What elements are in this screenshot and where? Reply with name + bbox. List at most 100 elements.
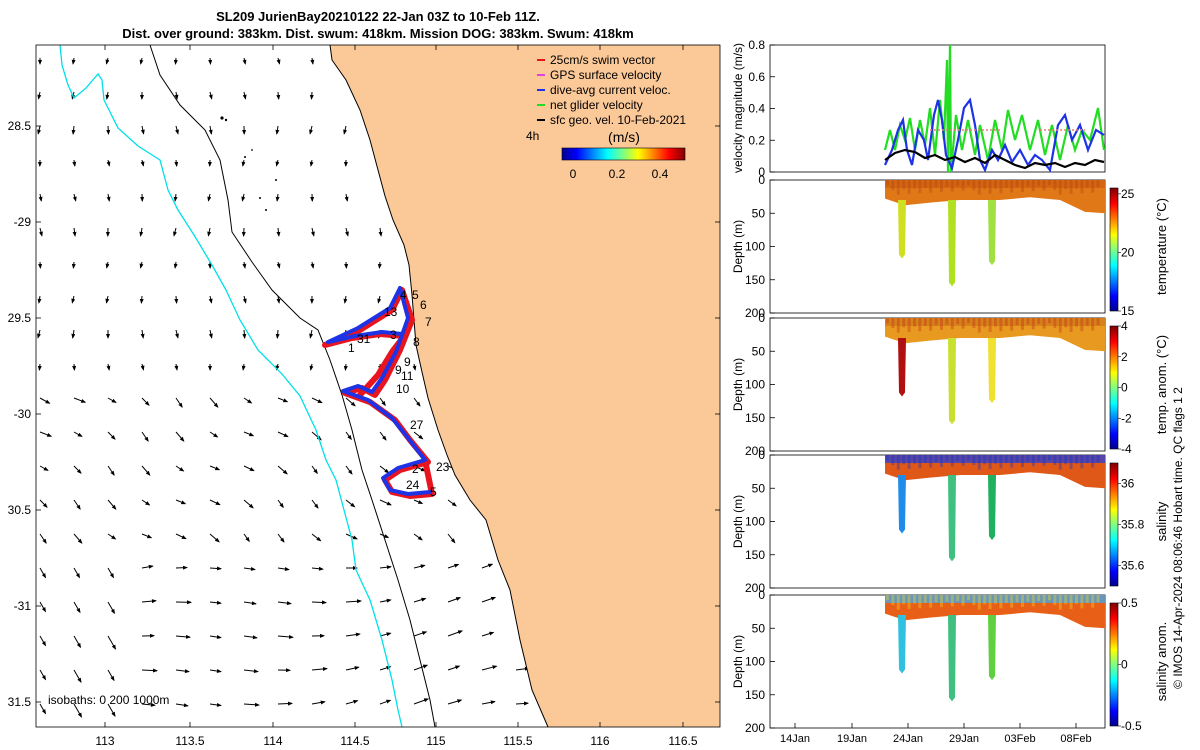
current-vector-arrow (243, 702, 260, 707)
current-vector-arrow (141, 599, 157, 604)
section-texture (983, 595, 987, 605)
section-texture (896, 180, 900, 195)
depth-tick-label: 100 (745, 515, 765, 529)
current-vector-arrow (243, 669, 259, 674)
map-x-tick-label: 115.5 (503, 734, 532, 748)
section-texture (994, 595, 997, 604)
section-texture (1004, 455, 1008, 463)
colorbar-label: temperature (°C) (1154, 198, 1169, 295)
section-texture (1053, 318, 1057, 328)
section-texture (1031, 455, 1035, 467)
section-texture (1085, 318, 1089, 326)
current-vector-arrow (141, 533, 153, 539)
current-vector-arrow (243, 397, 253, 404)
section-texture (967, 455, 970, 461)
current-vector-arrow (242, 295, 247, 304)
section-texture (1069, 318, 1073, 332)
section-texture (1042, 318, 1046, 329)
depth-tick-label: 0 (758, 448, 765, 462)
section-texture (1069, 595, 1073, 609)
section-axes (769, 317, 1106, 452)
track-label: 7 (425, 315, 432, 329)
current-vector-arrow (481, 563, 494, 569)
map-x-tick-label: 113.5 (175, 734, 204, 748)
section-texture (896, 595, 900, 610)
current-vector-arrow (275, 159, 280, 167)
current-vector-arrow (209, 465, 221, 471)
section-axes (769, 594, 1106, 729)
current-vector-arrow (73, 601, 81, 614)
current-vector-arrow (447, 597, 462, 603)
current-vector-arrow (481, 596, 497, 603)
section-texture (972, 455, 976, 465)
sfc-geo-velocity-trace (884, 148, 1105, 170)
current-vector-arrow (39, 499, 48, 508)
section-texture (988, 180, 992, 194)
current-vector-arrow (379, 598, 392, 603)
current-vector-arrow (73, 703, 82, 718)
section-texture (1058, 455, 1062, 470)
current-vector-arrow (275, 329, 280, 339)
map-y-tick-label: -31 (14, 599, 32, 613)
velocity-axes (769, 44, 1106, 173)
section-texture (1037, 180, 1041, 186)
depth-tick-label: 50 (752, 481, 766, 495)
current-vector-arrow (173, 227, 177, 237)
section-texture (891, 595, 895, 605)
current-vector-arrow (379, 397, 386, 407)
current-vector-arrow (241, 363, 246, 371)
land-mass (330, 45, 720, 727)
current-vector-arrow (37, 125, 42, 135)
map-x-tick-label: 116.5 (668, 734, 697, 748)
current-vector-arrow (39, 601, 47, 613)
current-vector-arrow (107, 703, 116, 717)
current-vector-arrow (345, 227, 349, 237)
section-texture (896, 318, 900, 333)
current-vector-arrow (241, 193, 246, 202)
section-texture (934, 318, 938, 326)
section-texture (977, 180, 981, 195)
current-vector-arrow (243, 566, 256, 571)
depth-tick-label: 0 (758, 588, 765, 602)
colorbar-label: temp. anom. (°C) (1154, 335, 1169, 434)
current-vector-arrow (39, 533, 47, 544)
current-vector-arrow (242, 329, 247, 339)
current-vector-arrow (107, 669, 115, 682)
section-texture (994, 180, 997, 189)
section-texture (913, 595, 916, 604)
current-vector-arrow (345, 699, 359, 705)
current-vector-arrow (208, 125, 213, 135)
current-vector-arrow (515, 701, 529, 706)
section-texture (950, 180, 954, 192)
current-vector-arrow (71, 125, 76, 135)
section-texture (983, 318, 987, 328)
section-texture (907, 318, 911, 332)
section-shading (885, 318, 1105, 352)
section-texture (1021, 595, 1024, 607)
current-vector-arrow (276, 295, 281, 304)
depth-tick-label: 150 (745, 548, 765, 562)
section-texture (1021, 180, 1024, 192)
current-vector-arrow (37, 91, 42, 100)
current-vector-arrow (173, 57, 178, 65)
deep-profile (898, 337, 906, 397)
section-texture (972, 180, 976, 190)
colorbar-tick-label: 35.8 (1121, 518, 1145, 532)
current-vector-arrow (243, 533, 250, 543)
track-label: 6 (420, 298, 427, 312)
section-texture (934, 595, 938, 603)
current-vector-arrow (275, 125, 280, 135)
track-label: 9 (395, 363, 402, 377)
current-vector-arrow (379, 632, 392, 637)
current-vector-arrow (73, 669, 82, 683)
section-panel: 0 50 100 150 200 Depth (m) 4 2 0 -2 -4 temp. anom. … (731, 311, 1169, 458)
current-vector-arrow (277, 397, 289, 403)
section-texture (961, 318, 965, 329)
current-vector-arrow (209, 431, 219, 438)
current-vector-arrow (209, 702, 222, 707)
depth-tick-label: 50 (752, 621, 766, 635)
current-vector-arrow (277, 465, 288, 475)
section-texture (1053, 180, 1057, 190)
current-vector-arrow (311, 465, 318, 475)
track-label: 31 (357, 332, 371, 346)
